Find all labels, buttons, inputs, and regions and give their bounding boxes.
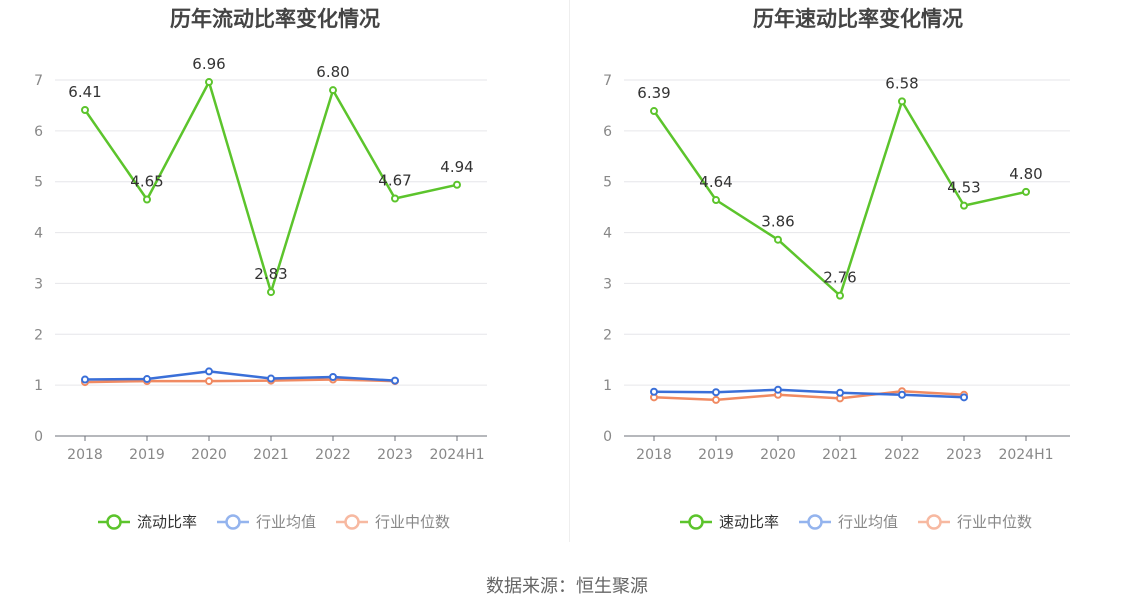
x-tick-label: 2018 xyxy=(636,447,672,463)
x-tick-label: 2024H1 xyxy=(998,447,1053,463)
y-tick-label: 1 xyxy=(603,378,612,394)
data-point xyxy=(81,375,89,384)
x-tick-label: 2022 xyxy=(884,447,920,463)
y-tick-label: 0 xyxy=(603,429,612,445)
data-point xyxy=(836,388,844,397)
legend-swatch-marker xyxy=(926,514,942,530)
x-tick-label: 2018 xyxy=(67,447,103,463)
data-point xyxy=(712,395,720,404)
x-tick-label: 2022 xyxy=(315,447,351,463)
quick-ratio-chart: 历年速动比率变化情况 0 1 2 3 4 5 6 7 2018 2019 2020 2021 2022 20… xyxy=(603,7,1070,531)
data-point xyxy=(205,78,213,87)
y-tick-label: 5 xyxy=(603,175,612,191)
data-label: 6.80 xyxy=(316,63,349,81)
chart-title: 历年流动比率变化情况 xyxy=(170,7,380,31)
data-label: 4.53 xyxy=(947,179,980,197)
y-tick-label: 1 xyxy=(34,378,43,394)
data-point xyxy=(898,97,906,106)
y-tick-label: 6 xyxy=(603,124,612,140)
x-tick-label: 2021 xyxy=(822,447,858,463)
y-tick-label: 4 xyxy=(603,226,612,242)
data-label: 4.67 xyxy=(378,171,411,189)
data-point xyxy=(329,86,337,95)
legend-swatch-marker xyxy=(688,514,704,530)
data-point xyxy=(205,367,213,376)
current-ratio-chart: 历年流动比率变化情况 0 1 2 3 4 5 6 7 2018 2019 2020 2021 2022 20… xyxy=(34,7,487,531)
y-tick-label: 5 xyxy=(34,175,43,191)
x-tick-label: 2021 xyxy=(253,447,289,463)
series-line-industry-median xyxy=(653,389,965,402)
data-point xyxy=(391,376,399,385)
legend-label: 行业均值 xyxy=(838,513,898,531)
data-point xyxy=(453,180,461,189)
data-label: 6.96 xyxy=(192,55,225,73)
x-tick-label: 2020 xyxy=(191,447,227,463)
legend-swatch-marker xyxy=(807,514,823,530)
legend-swatch-marker xyxy=(106,514,122,530)
legend-swatch-marker xyxy=(225,514,241,530)
legend-label: 行业中位数 xyxy=(375,513,450,531)
data-label: 6.58 xyxy=(885,74,918,92)
source-note: 数据来源：恒生聚源 xyxy=(486,576,648,597)
data-label: 4.80 xyxy=(1009,165,1042,183)
x-tick-label: 2024H1 xyxy=(429,447,484,463)
data-point xyxy=(774,385,782,394)
y-tick-label: 6 xyxy=(34,124,43,140)
y-tick-label: 7 xyxy=(34,73,43,89)
data-point xyxy=(650,107,658,116)
legend-label: 速动比率 xyxy=(719,513,779,531)
data-point xyxy=(774,235,782,244)
data-label: 2.76 xyxy=(823,269,856,287)
data-point xyxy=(143,195,151,204)
data-point xyxy=(205,377,213,386)
data-point xyxy=(81,106,89,115)
data-point xyxy=(960,201,968,210)
data-point xyxy=(267,374,275,383)
y-tick-label: 3 xyxy=(34,276,43,292)
data-label: 6.41 xyxy=(68,83,101,101)
series-line-industry-median xyxy=(84,378,396,384)
data-point xyxy=(1022,187,1030,196)
data-label: 3.86 xyxy=(761,213,794,231)
data-label: 6.39 xyxy=(637,84,670,102)
x-tick-label: 2023 xyxy=(377,447,413,463)
data-point xyxy=(143,375,151,384)
legend-label: 流动比率 xyxy=(137,513,197,531)
data-point xyxy=(712,196,720,205)
x-tick-label: 2019 xyxy=(698,447,734,463)
data-label: 4.64 xyxy=(699,173,732,191)
series-line-industry-average xyxy=(653,388,965,399)
x-tick-label: 2023 xyxy=(946,447,982,463)
y-tick-label: 2 xyxy=(603,327,612,343)
x-tick-label: 2019 xyxy=(129,447,165,463)
chart-divider xyxy=(569,0,570,542)
x-tick-label: 2020 xyxy=(760,447,796,463)
y-tick-label: 2 xyxy=(34,327,43,343)
data-point xyxy=(650,387,658,396)
data-point xyxy=(898,390,906,399)
y-tick-label: 7 xyxy=(603,73,612,89)
data-label: 4.94 xyxy=(440,158,473,176)
data-point xyxy=(960,393,968,402)
legend-label: 行业均值 xyxy=(256,513,316,531)
data-point xyxy=(391,194,399,203)
series-line-industry-average xyxy=(84,370,396,382)
chart-title: 历年速动比率变化情况 xyxy=(753,7,963,31)
legend-swatch-marker xyxy=(344,514,360,530)
y-tick-label: 0 xyxy=(34,429,43,445)
y-tick-label: 4 xyxy=(34,226,43,242)
data-label: 4.65 xyxy=(130,173,163,191)
data-point xyxy=(712,388,720,397)
data-point xyxy=(329,373,337,382)
data-point xyxy=(267,288,275,297)
legend-label: 行业中位数 xyxy=(957,513,1032,531)
y-tick-label: 3 xyxy=(603,276,612,292)
data-label: 2.83 xyxy=(254,265,287,283)
data-point xyxy=(836,291,844,300)
